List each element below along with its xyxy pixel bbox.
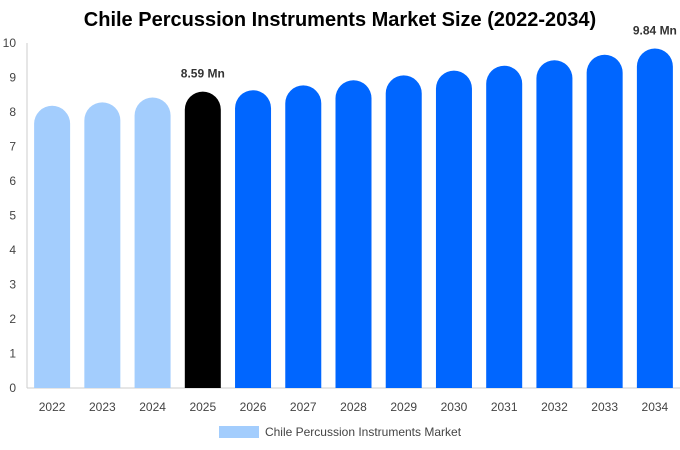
bar-2030 [435, 70, 472, 388]
y-tick-label: 7 [9, 140, 16, 154]
bar-2029 [385, 75, 422, 389]
x-tick-label-2031: 2031 [491, 400, 518, 414]
bar-2033 [586, 54, 623, 388]
data-label-2025: 8.59 Mn [181, 67, 225, 81]
y-tick-label: 6 [9, 174, 16, 188]
y-tick-label: 9 [9, 71, 16, 85]
x-tick-label-2023: 2023 [89, 400, 116, 414]
x-tick-label-2033: 2033 [591, 400, 618, 414]
bar-2031 [486, 65, 523, 389]
legend-swatch [218, 426, 259, 438]
y-tick-label: 8 [9, 105, 16, 119]
x-tick-label-2025: 2025 [189, 400, 216, 414]
bar-2034 [636, 48, 673, 389]
bar-2025 [184, 91, 221, 389]
y-tick-label: 0 [9, 381, 16, 395]
legend-label: Chile Percussion Instruments Market [264, 425, 462, 439]
y-tick-label: 5 [9, 209, 16, 223]
y-tick-label: 1 [9, 347, 16, 361]
bar-2028 [335, 80, 372, 388]
x-tick-label-2034: 2034 [642, 400, 669, 414]
y-tick-label: 2 [9, 312, 16, 326]
bar-2024 [134, 97, 171, 388]
x-tick-label-2027: 2027 [290, 400, 317, 414]
chart-title: Chile Percussion Instruments Market Size… [83, 9, 597, 31]
data-label-2034: 9.84 Mn [633, 24, 677, 38]
legend: Chile Percussion Instruments Market [0, 425, 680, 439]
y-tick-label: 4 [9, 243, 16, 257]
bar-2022 [34, 105, 71, 389]
x-tick-label-2032: 2032 [541, 400, 568, 414]
x-tick-label-2030: 2030 [441, 400, 468, 414]
x-tick-label-2029: 2029 [390, 400, 417, 414]
y-tick-label: 10 [3, 36, 17, 50]
x-tick-label-2026: 2026 [240, 400, 267, 414]
bar-2032 [536, 60, 573, 388]
bar-2023 [84, 102, 121, 388]
x-tick-label-2022: 2022 [39, 400, 66, 414]
bar-2027 [285, 85, 322, 388]
x-tick-label-2024: 2024 [139, 400, 166, 414]
x-tick-label-2028: 2028 [340, 400, 367, 414]
y-tick-label: 3 [9, 278, 16, 292]
bar-2026 [235, 90, 272, 388]
